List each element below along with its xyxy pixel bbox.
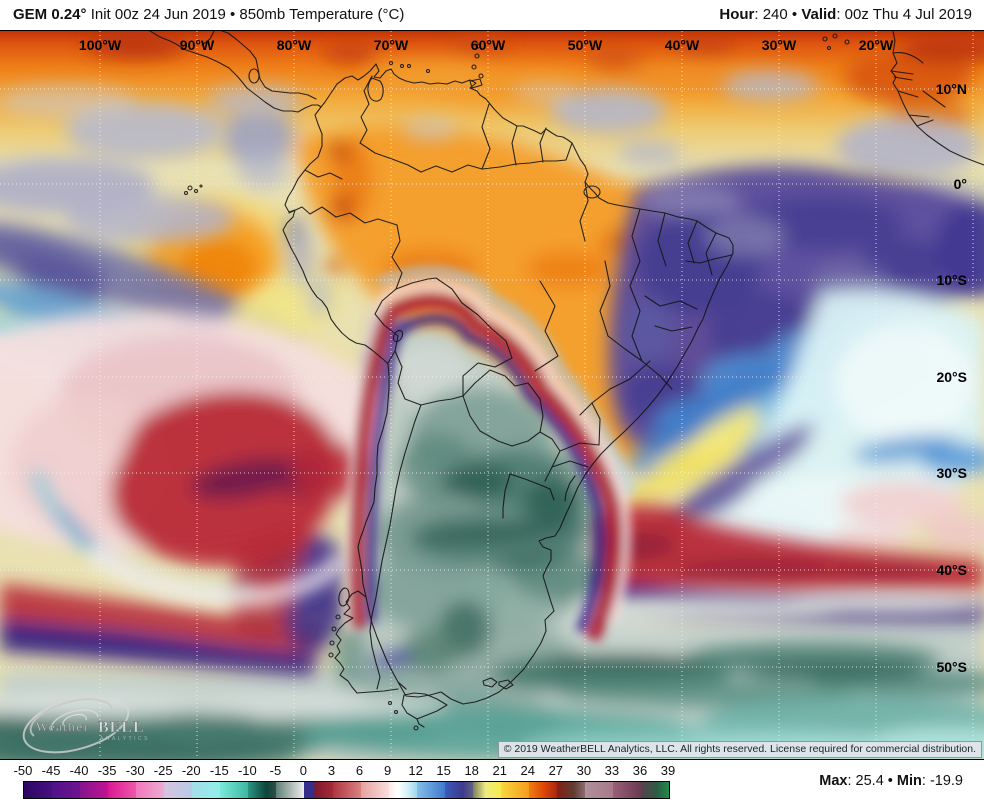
hour-value: : 240 • (754, 6, 802, 23)
longitude-label: 50°W (568, 37, 603, 53)
colorbar-tick: -45 (41, 763, 61, 778)
colorbar-tick: 33 (604, 763, 620, 778)
colorbar-tick: -15 (209, 763, 229, 778)
colorbar-tick: 27 (548, 763, 564, 778)
hour-label: Hour (719, 6, 755, 23)
colorbar-segment (612, 782, 642, 798)
longitude-label: 80°W (277, 37, 312, 53)
logo-subtext: ANALYTICS (100, 736, 150, 742)
weatherbell-logo: Weather BELL ANALYTICS (22, 694, 150, 754)
colorbar-tick-labels: -50 -45 -40 -35 -30 -25 -20 -15 -10 -5 0 3 6 9 12 15 18 2… (14, 763, 676, 778)
colorbar-tick: 36 (632, 763, 648, 778)
colorbar-segment (388, 782, 417, 798)
longitude-label: 30°W (762, 37, 797, 53)
colorbar-tick: -20 (181, 763, 201, 778)
colorbar-tick: 15 (436, 763, 451, 778)
colorbar-tick: 3 (327, 763, 336, 778)
longitude-label: 100°W (79, 37, 122, 53)
latitude-label: 20°S (936, 369, 967, 385)
colorbar (23, 781, 670, 799)
model-title: GEM 0.24° Init 00z 24 Jun 2019 • 850mb T… (13, 0, 404, 30)
latitude-label: 10°N (936, 81, 967, 97)
longitude-label: 90°W (180, 37, 215, 53)
colorbar-segment (220, 782, 249, 798)
colorbar-segment (276, 782, 305, 798)
longitude-label: 70°W (374, 37, 409, 53)
map-area: 100°W 90°W 80°W 70°W 60°W 50°W 40°W 30°W 20°W 10°… (0, 30, 984, 760)
latitude-label: 40°S (936, 562, 967, 578)
colorbar-tick: 0 (299, 763, 308, 778)
logo-word2: BELL (98, 719, 145, 736)
min-label: Min (896, 773, 922, 789)
colorbar-segment (80, 782, 109, 798)
colorbar-segment (192, 782, 221, 798)
latitude-label: 30°S (936, 465, 967, 481)
copyright-notice: © 2019 WeatherBELL Analytics, LLC. All r… (497, 741, 982, 758)
colorbar-segment (472, 782, 501, 798)
colorbar-segment (416, 782, 445, 798)
colorbar-tick: 18 (464, 763, 479, 778)
colorbar-segment (24, 782, 53, 798)
colorbar-tick: 21 (492, 763, 507, 778)
colorbar-segment (584, 782, 613, 798)
colorbar-segment (332, 782, 361, 798)
longitude-label: 40°W (665, 37, 700, 53)
longitude-label: 60°W (471, 37, 506, 53)
colorbar-segment (360, 782, 389, 798)
colorbar-tick: 24 (520, 763, 536, 778)
temperature-field-map: 100°W 90°W 80°W 70°W 60°W 50°W 40°W 30°W 20°W 10°… (0, 31, 984, 759)
colorbar-segment (108, 782, 137, 798)
colorbar-tick: -5 (269, 763, 282, 778)
colorbar-tick: -40 (69, 763, 89, 778)
max-value: : 25.4 • (847, 773, 897, 789)
colorbar-segment (500, 782, 529, 798)
colorbar-tick: -30 (125, 763, 145, 778)
colorbar-tick: 9 (383, 763, 392, 778)
logo-word1: Weather (36, 719, 89, 734)
colorbar-segment (304, 782, 333, 798)
colorbar-tick: 6 (355, 763, 364, 778)
latitude-label: 50°S (936, 659, 967, 675)
header-bar: GEM 0.24° Init 00z 24 Jun 2019 • 850mb T… (0, 0, 984, 30)
longitude-label: 20°W (859, 37, 894, 53)
colorbar-segment (556, 782, 585, 798)
colorbar-tick: -10 (237, 763, 257, 778)
max-label: Max (819, 773, 848, 789)
colorbar-tick: 12 (408, 763, 423, 778)
colorbar-tick: -50 (13, 763, 33, 778)
colorbar-tick: 30 (576, 763, 592, 778)
init-info: Init 00z 24 Jun 2019 • 850mb Temperature… (86, 6, 405, 23)
latitude-label: 0° (954, 176, 967, 192)
valid-label: Valid (801, 6, 837, 23)
latitude-label: 10°S (936, 272, 967, 288)
colorbar-segment (641, 782, 670, 798)
colorbar-footer: -50 -45 -40 -35 -30 -25 -20 -15 -10 -5 0 3 6 9 12 15 18 2… (0, 760, 984, 808)
min-value: : -19.9 (921, 773, 963, 789)
colorbar-tick: 39 (660, 763, 676, 778)
max-min-readout: Max: 25.4 • Min: -19.9 (819, 773, 963, 789)
colorbar-tick: -25 (153, 763, 173, 778)
colorbar-segment (52, 782, 81, 798)
colorbar-segment (136, 782, 165, 798)
colorbar-segment (164, 782, 193, 798)
model-name: GEM 0.24° (13, 6, 87, 23)
colorbar-tick: -35 (97, 763, 117, 778)
colorbar-segment (444, 782, 473, 798)
colorbar-segment (528, 782, 557, 798)
valid-title: Hour: 240 • Valid: 00z Thu 4 Jul 2019 (719, 0, 972, 30)
valid-value: : 00z Thu 4 Jul 2019 (836, 6, 972, 23)
colorbar-segment (248, 782, 277, 798)
